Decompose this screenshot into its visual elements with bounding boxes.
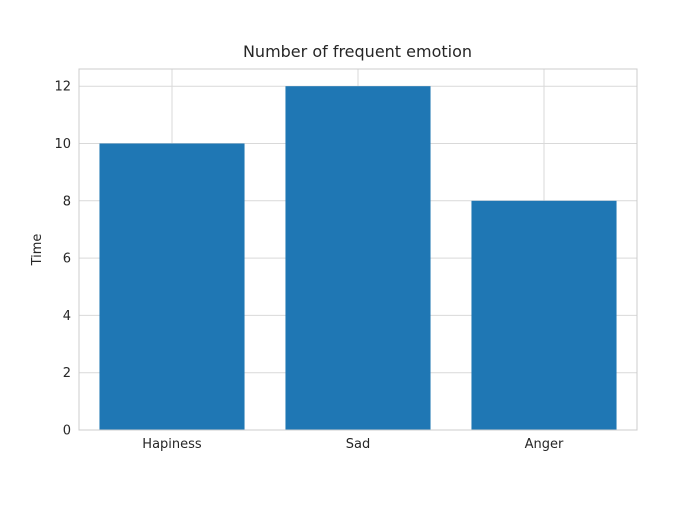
bar-hapiness bbox=[99, 143, 245, 430]
y-axis-label: Time bbox=[30, 234, 45, 267]
y-tick-label: 2 bbox=[63, 366, 71, 381]
chart-title: Number of frequent emotion bbox=[243, 42, 472, 61]
plot-frame bbox=[78, 68, 638, 431]
y-tick-label: 6 bbox=[63, 252, 71, 267]
x-tick-label: Sad bbox=[346, 437, 370, 452]
y-tick-label: 0 bbox=[63, 424, 71, 439]
y-axis-ticks: 0 2 4 6 8 10 12 bbox=[54, 80, 71, 439]
y-tick-label: 10 bbox=[54, 137, 71, 152]
bar-anger bbox=[471, 200, 617, 430]
y-tick-label: 8 bbox=[63, 194, 71, 209]
y-tick-label: 4 bbox=[63, 309, 71, 324]
bar-sad bbox=[285, 86, 431, 430]
x-axis-ticks: Hapiness Sad Anger bbox=[142, 437, 564, 452]
bars bbox=[99, 86, 617, 430]
y-tick-label: 12 bbox=[54, 80, 71, 95]
x-tick-label: Hapiness bbox=[142, 437, 202, 452]
x-tick-label: Anger bbox=[525, 437, 564, 452]
